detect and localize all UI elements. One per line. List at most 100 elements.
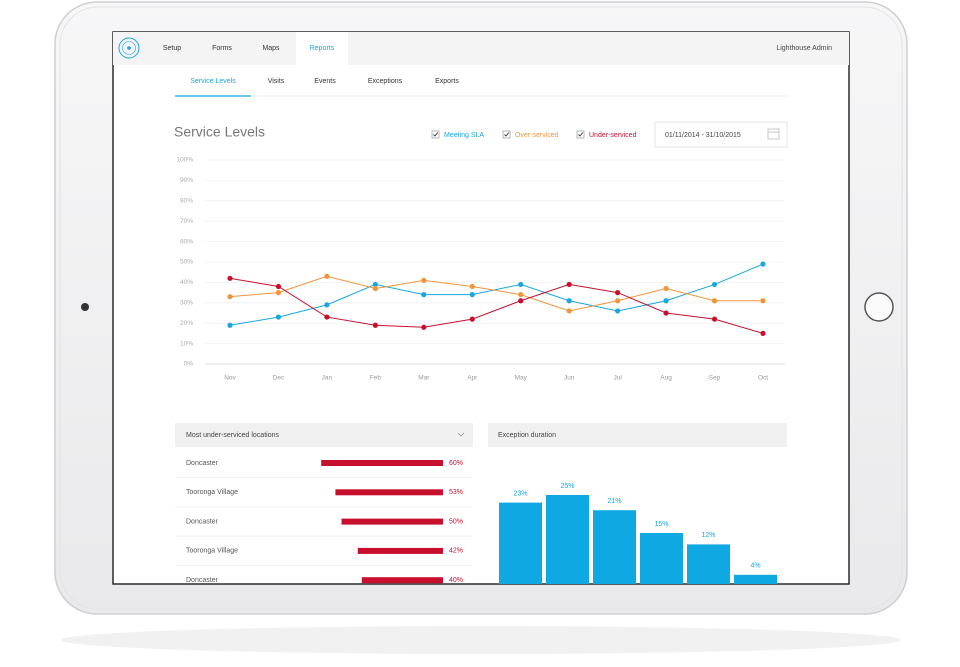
location-label: Doncaster bbox=[186, 460, 219, 467]
legend-label[interactable]: Meeting SLA bbox=[444, 132, 484, 139]
nav-item[interactable]: Reports bbox=[310, 45, 335, 52]
data-point bbox=[372, 285, 378, 292]
date-range[interactable]: 01/11/2014 - 31/10/2015 bbox=[665, 132, 741, 139]
shadow bbox=[61, 626, 901, 654]
legend-checkbox[interactable] bbox=[502, 130, 511, 139]
data-point bbox=[469, 316, 475, 322]
camera bbox=[81, 303, 89, 311]
data-point bbox=[518, 298, 524, 304]
bar bbox=[341, 518, 443, 525]
location-label: Tooronga Village bbox=[186, 548, 238, 555]
location-label: Doncaster bbox=[186, 518, 219, 525]
data-point bbox=[760, 330, 766, 336]
data-point bbox=[227, 275, 233, 281]
value-label: 40% bbox=[449, 577, 463, 584]
nav-item[interactable]: Setup bbox=[163, 45, 181, 52]
y-tick-label: 60% bbox=[180, 238, 193, 245]
data-point bbox=[372, 281, 378, 288]
data-point bbox=[518, 292, 524, 298]
data-point bbox=[566, 308, 572, 314]
top-nav bbox=[113, 32, 849, 65]
data-point bbox=[663, 285, 669, 292]
exception-header bbox=[488, 423, 787, 447]
data-point bbox=[663, 298, 669, 304]
value-label: 53% bbox=[449, 489, 463, 496]
value-label: 50% bbox=[449, 518, 463, 525]
logo[interactable] bbox=[118, 37, 140, 59]
series-line bbox=[229, 275, 763, 312]
y-tick-label: 70% bbox=[180, 218, 193, 225]
data-point bbox=[711, 316, 718, 322]
bar bbox=[321, 460, 443, 466]
value-label: 12% bbox=[701, 532, 715, 539]
y-tick-label: 0% bbox=[184, 361, 194, 368]
value-label: 23% bbox=[513, 490, 527, 497]
date-picker[interactable] bbox=[654, 121, 788, 148]
tab[interactable]: Events bbox=[314, 78, 336, 85]
data-point bbox=[227, 294, 233, 300]
location-label: Doncaster bbox=[186, 577, 219, 584]
bar bbox=[499, 502, 542, 584]
data-point bbox=[711, 298, 718, 304]
data-point bbox=[760, 261, 766, 267]
exception-title: Exception duration bbox=[498, 432, 556, 439]
x-tick-label: Oct bbox=[758, 375, 768, 382]
x-tick-label: Mar bbox=[418, 375, 430, 382]
legend-checkbox[interactable] bbox=[431, 130, 440, 139]
data-point bbox=[421, 324, 427, 330]
data-point bbox=[324, 273, 330, 279]
bar bbox=[593, 510, 636, 584]
nav-item[interactable]: Forms bbox=[212, 45, 232, 52]
value-label: 25% bbox=[560, 483, 574, 490]
data-point bbox=[275, 290, 282, 296]
legend-label[interactable]: Over-serviced bbox=[515, 132, 559, 139]
calendar-icon bbox=[767, 128, 780, 140]
bar bbox=[361, 577, 443, 584]
home-button[interactable] bbox=[864, 292, 894, 322]
x-tick-label: Aug bbox=[660, 375, 672, 382]
logo-ring bbox=[122, 41, 136, 55]
data-point bbox=[324, 302, 330, 308]
nav-item[interactable]: Maps bbox=[262, 45, 280, 52]
value-label: 4% bbox=[750, 563, 760, 570]
legend-check bbox=[578, 132, 584, 137]
tab[interactable]: Service Levels bbox=[190, 78, 236, 85]
x-tick-label: Nov bbox=[224, 375, 236, 382]
locations-title: Most under-serviced locations bbox=[186, 432, 279, 439]
y-tick-label: 100% bbox=[176, 157, 193, 164]
data-point bbox=[566, 281, 572, 288]
bar bbox=[734, 574, 777, 584]
y-tick-label: 20% bbox=[180, 320, 193, 327]
user-name[interactable]: Lighthouse Admin bbox=[776, 45, 832, 52]
value-label: 21% bbox=[607, 498, 621, 505]
y-tick-label: 90% bbox=[180, 177, 193, 184]
data-point bbox=[663, 310, 669, 316]
y-tick-label: 10% bbox=[180, 340, 193, 347]
x-tick-label: Feb bbox=[370, 375, 382, 382]
dropdown-chevron[interactable] bbox=[457, 432, 465, 437]
logo-dot bbox=[127, 46, 131, 50]
bar bbox=[687, 544, 730, 584]
data-point bbox=[615, 308, 621, 314]
data-point bbox=[227, 322, 233, 328]
tablet-bevel bbox=[59, 6, 903, 610]
data-point bbox=[275, 314, 282, 320]
x-tick-label: May bbox=[515, 375, 528, 382]
series-line bbox=[229, 277, 764, 334]
nav-active-bg bbox=[296, 32, 348, 65]
data-point bbox=[711, 281, 718, 288]
tab[interactable]: Exceptions bbox=[368, 78, 403, 85]
tab[interactable]: Exports bbox=[435, 78, 459, 85]
data-point bbox=[421, 292, 427, 298]
locations-header bbox=[175, 423, 473, 447]
data-point bbox=[760, 298, 766, 304]
page-title: Service Levels bbox=[174, 124, 265, 140]
legend-label[interactable]: Under-serviced bbox=[589, 132, 637, 139]
tab[interactable]: Visits bbox=[268, 78, 285, 85]
legend-check bbox=[504, 132, 510, 137]
data-point bbox=[469, 292, 475, 298]
legend-checkbox[interactable] bbox=[576, 130, 585, 139]
data-point bbox=[372, 322, 378, 328]
